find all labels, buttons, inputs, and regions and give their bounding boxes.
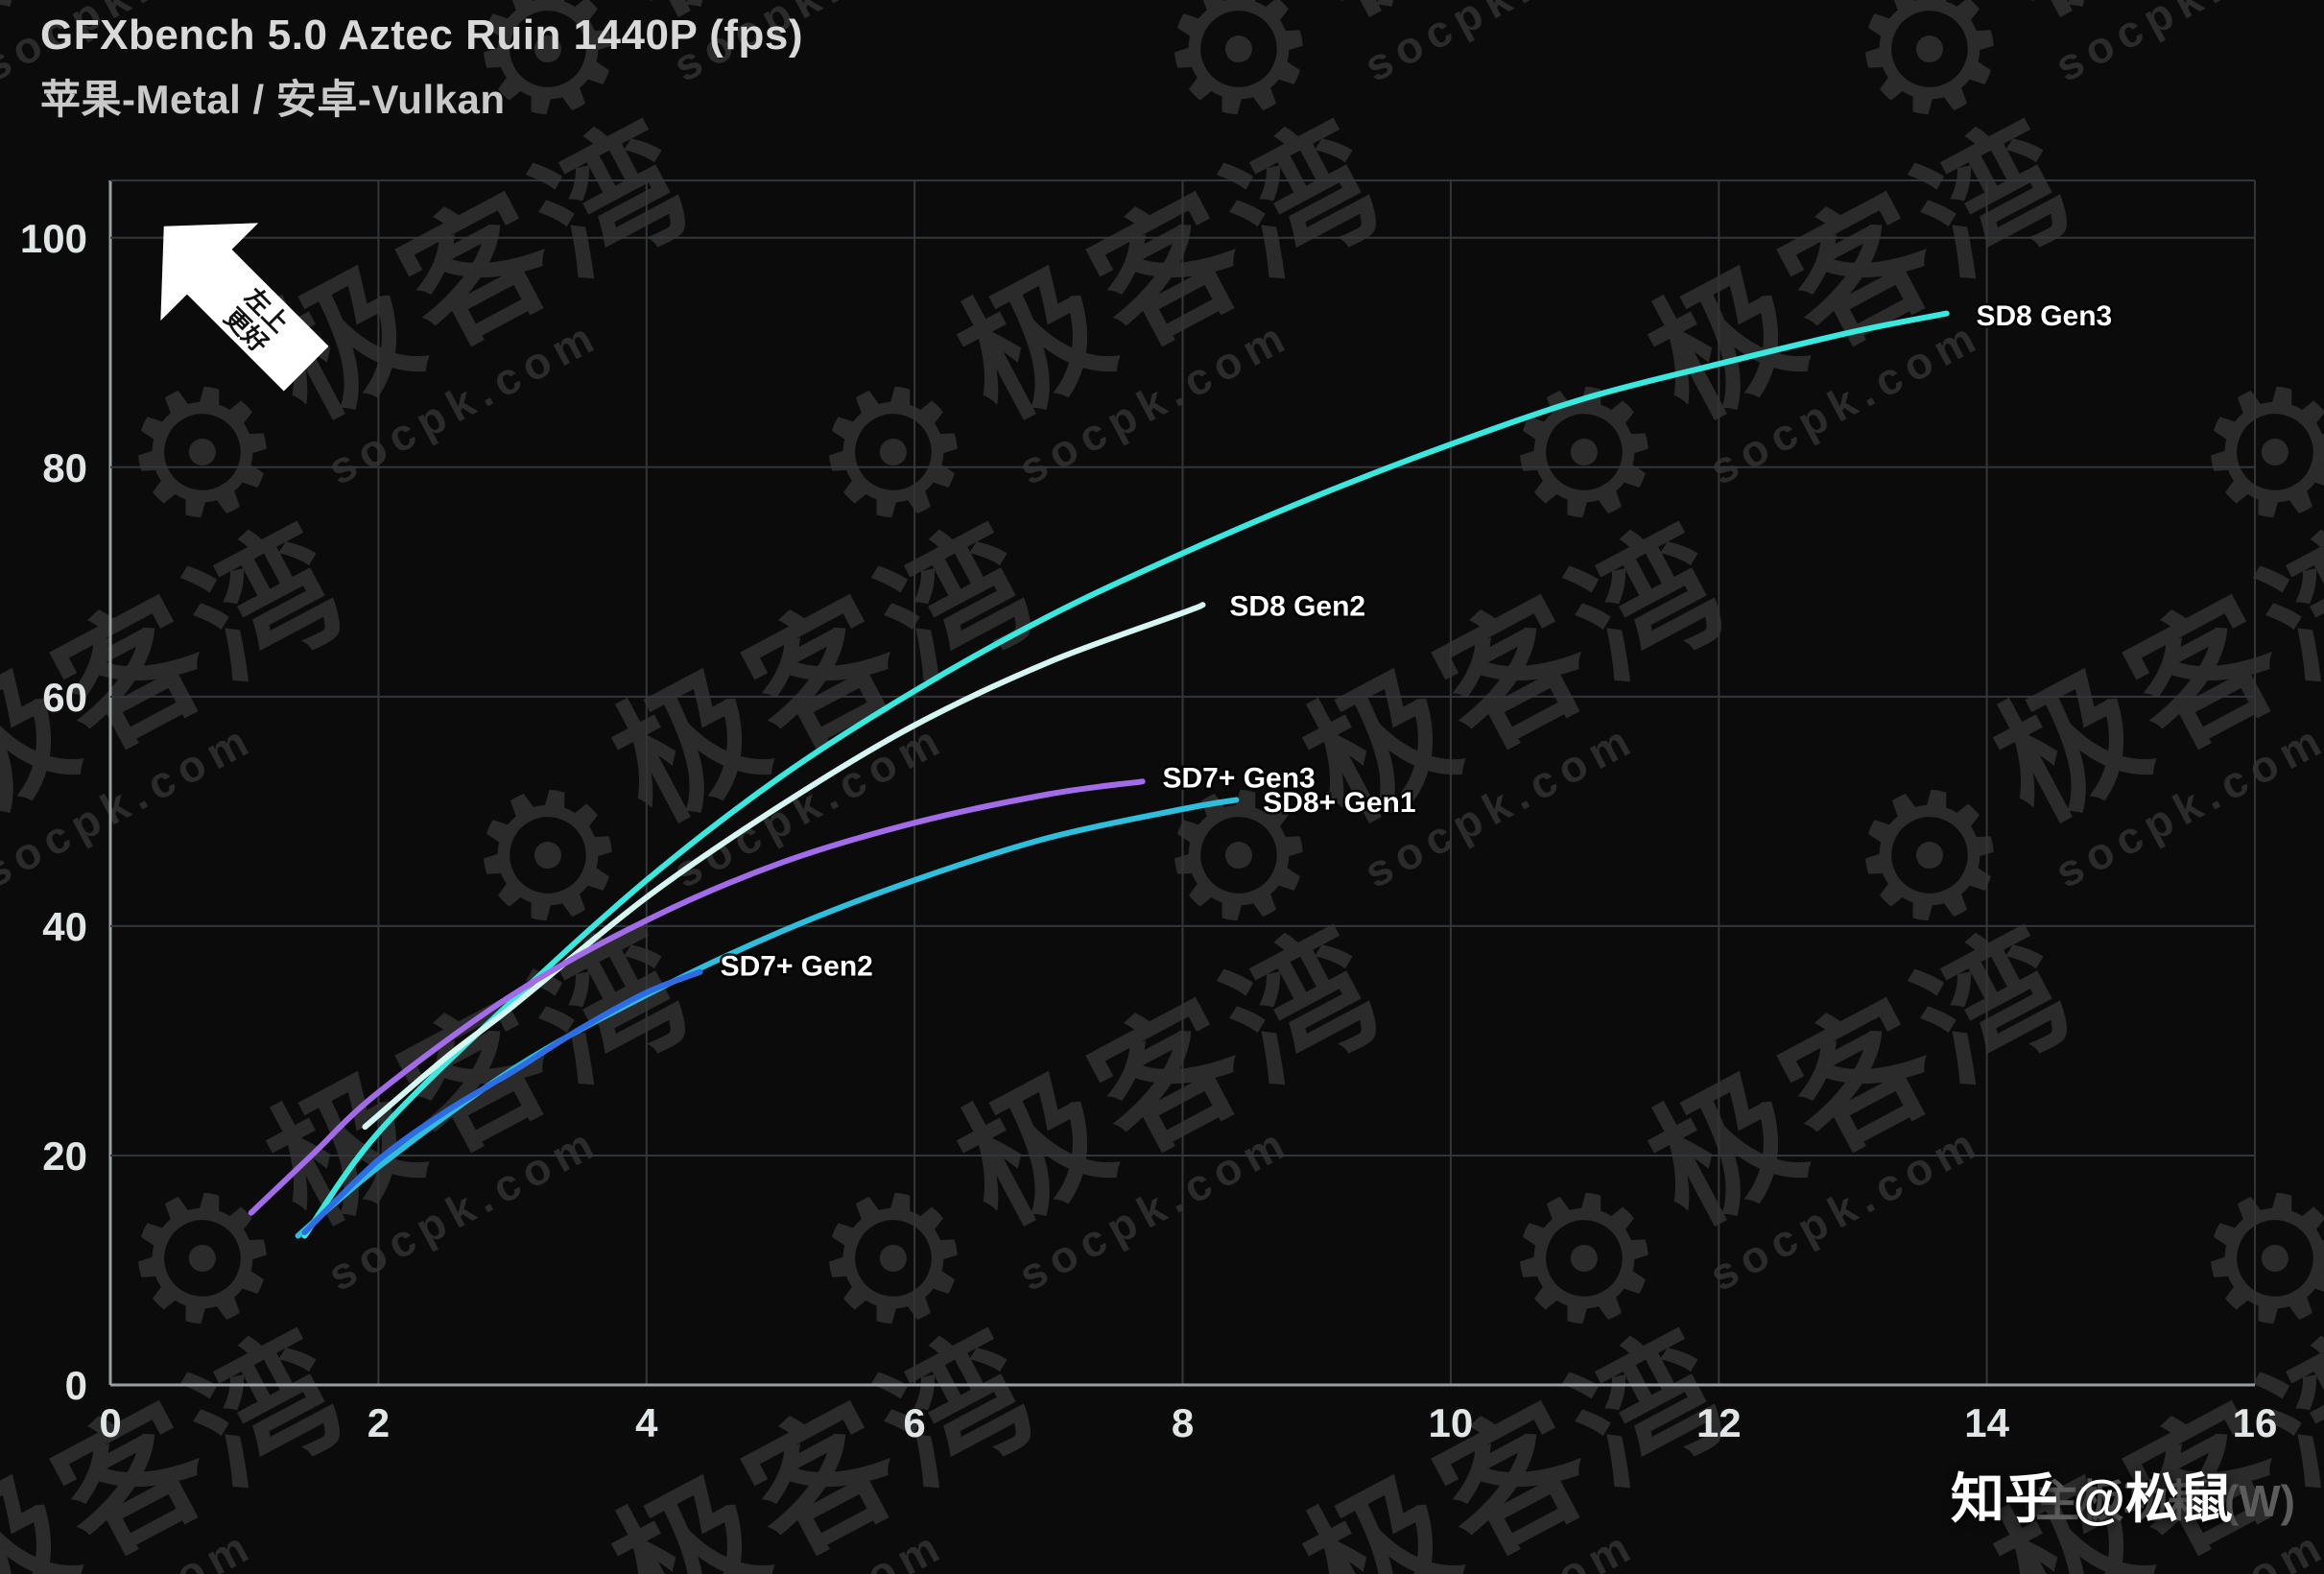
series-line-sd7-gen3 xyxy=(248,778,1146,1216)
series-label-sd8-gen1: SD8+ Gen1 xyxy=(1263,787,1415,819)
chart-subtitle: 苹果-Metal / 安卓-Vulkan xyxy=(40,77,506,122)
series-label-sd7-gen2: SD7+ Gen2 xyxy=(721,951,873,983)
series-line-sd8-gen1 xyxy=(295,797,1240,1239)
series-line-sd7-gen2 xyxy=(301,968,703,1235)
y-tick-label: 100 xyxy=(20,216,87,261)
x-tick-label: 12 xyxy=(1696,1400,1742,1445)
x-tick-label: 4 xyxy=(635,1400,658,1445)
series-label-sd8-gen3: SD8 Gen3 xyxy=(1977,300,2113,332)
series-label-sd8-gen2: SD8 Gen2 xyxy=(1229,590,1365,622)
chart-header: GFXbench 5.0 Aztec Ruin 1440P (fps) 苹果-M… xyxy=(40,12,803,126)
y-tick-label: 60 xyxy=(42,675,87,720)
x-tick-label: 6 xyxy=(903,1400,925,1445)
x-tick-label: 8 xyxy=(1172,1400,1194,1445)
y-tick-label: 80 xyxy=(42,445,87,490)
x-tick-label: 2 xyxy=(368,1400,390,1445)
x-tick-label: 16 xyxy=(2233,1400,2278,1445)
x-tick-label: 14 xyxy=(1964,1400,2009,1445)
series-line-sd8-gen3 xyxy=(301,310,1950,1239)
x-axis-label: 主板功耗 (W) xyxy=(2035,1476,2295,1526)
y-tick-label: 40 xyxy=(42,904,87,949)
y-tick-label: 20 xyxy=(42,1133,87,1179)
series-label-sd7-gen3: SD7+ Gen3 xyxy=(1163,763,1316,795)
x-tick-label: 10 xyxy=(1429,1400,1474,1445)
author-credit: 知乎 @松鼠 xyxy=(1950,1468,2233,1529)
series-line-sd8-gen2 xyxy=(362,602,1206,1131)
x-tick-label: 0 xyxy=(99,1400,121,1445)
y-tick-label: 0 xyxy=(65,1363,87,1408)
chart-title: GFXbench 5.0 Aztec Ruin 1440P (fps) xyxy=(40,12,804,59)
